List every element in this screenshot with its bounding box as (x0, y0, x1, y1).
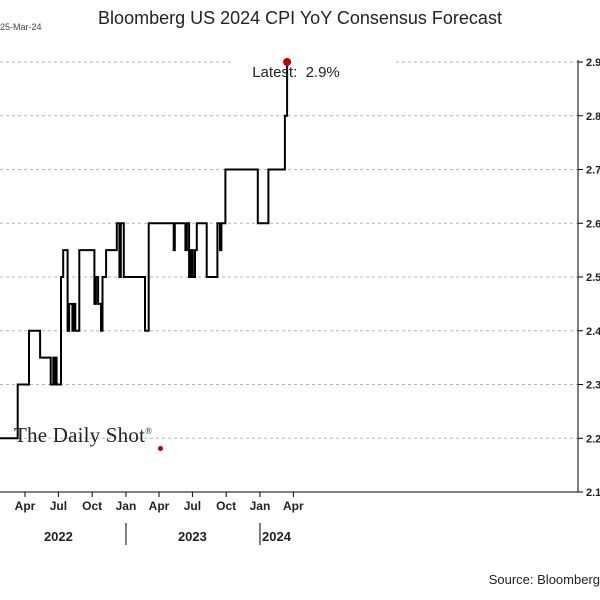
year-labels: 2022 2023 2024 (44, 523, 292, 545)
brand-dot-icon (158, 446, 163, 451)
y-tick-label: 2.1 (586, 487, 600, 499)
x-tick-label: Jul (184, 499, 201, 513)
y-axis-ticks: 2.1 2.2 2.3 2.4 2.5 2.6 2.7 2.8 2.9 (578, 57, 600, 499)
y-tick-label: 2.8 (586, 111, 600, 123)
x-tick-label: Jan (116, 499, 137, 513)
x-tick-label: Jan (250, 499, 271, 513)
y-tick-label: 2.6 (586, 218, 600, 230)
x-tick-label: Apr (15, 499, 36, 513)
x-axis-ticks: Apr Jul Oct Jan Apr Jul Oct Jan Apr (15, 492, 304, 513)
year-label: 2022 (44, 529, 73, 544)
y-tick-label: 2.9 (586, 57, 600, 69)
latest-annotation: Latest: 2.9% (252, 64, 340, 81)
y-tick-label: 2.4 (586, 326, 600, 338)
latest-point-marker (283, 58, 292, 66)
brand-text: The Daily Shot (14, 423, 146, 447)
series-line (0, 62, 289, 440)
y-tick-label: 2.3 (586, 380, 600, 392)
plot-area (0, 58, 292, 440)
x-tick-label: Apr (149, 499, 170, 513)
brand-watermark: The Daily Shot® (14, 423, 152, 448)
date-stamp: 25-Mar-24 (0, 22, 42, 32)
x-tick-label: Apr (283, 499, 304, 513)
y-tick-label: 2.2 (586, 433, 600, 445)
annotation-background (232, 56, 396, 86)
chart-title: Bloomberg US 2024 CPI YoY Consensus Fore… (98, 8, 502, 28)
y-tick-label: 2.5 (586, 272, 600, 284)
source-note: Source: Bloomberg (488, 572, 600, 587)
x-tick-label: Oct (82, 499, 102, 513)
y-tick-label: 2.7 (586, 165, 600, 177)
x-tick-label: Jul (50, 499, 67, 513)
year-label: 2023 (178, 529, 207, 544)
x-tick-label: Oct (216, 499, 236, 513)
axes (0, 60, 579, 493)
year-label: 2024 (262, 529, 292, 544)
registered-mark: ® (145, 426, 153, 436)
